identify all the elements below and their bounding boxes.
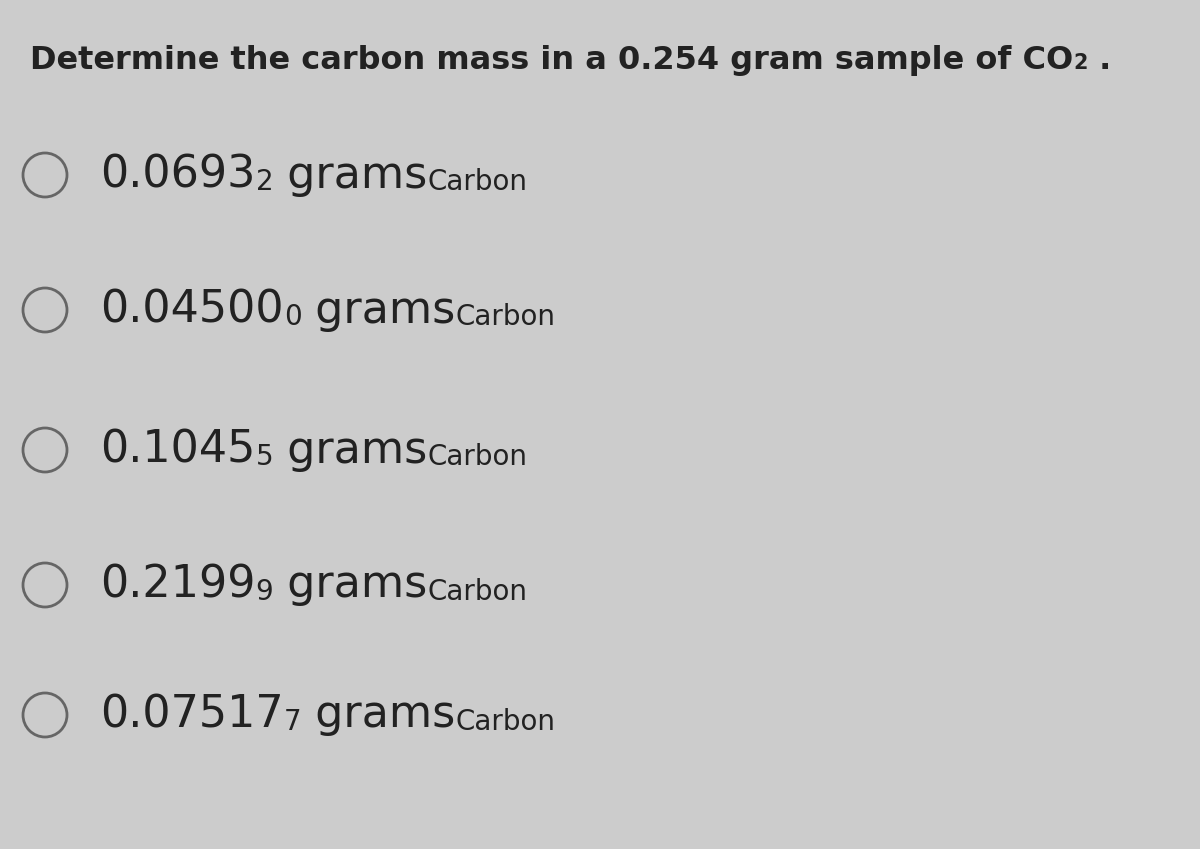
Text: 0: 0 — [283, 303, 301, 331]
Text: 0.1045: 0.1045 — [100, 429, 256, 471]
Text: grams: grams — [274, 429, 427, 471]
Text: grams: grams — [301, 289, 456, 331]
Text: Determine the carbon mass in a 0.254 gram sample of CO: Determine the carbon mass in a 0.254 gra… — [30, 45, 1073, 76]
Text: grams: grams — [301, 694, 456, 736]
Text: Carbon: Carbon — [456, 708, 556, 736]
Text: 0.04500: 0.04500 — [100, 289, 283, 331]
Text: Carbon: Carbon — [427, 168, 527, 196]
Text: grams: grams — [274, 154, 427, 196]
Text: 0.2199: 0.2199 — [100, 564, 256, 606]
Text: 2: 2 — [1073, 53, 1087, 73]
Text: 5: 5 — [256, 443, 274, 471]
Text: .: . — [1087, 45, 1111, 76]
Text: grams: grams — [274, 564, 427, 606]
Text: 2: 2 — [256, 168, 274, 196]
Text: Carbon: Carbon — [427, 578, 528, 606]
Text: Carbon: Carbon — [427, 443, 527, 471]
Text: Carbon: Carbon — [456, 303, 556, 331]
Text: 9: 9 — [256, 578, 274, 606]
Text: 0.07517: 0.07517 — [100, 694, 283, 736]
Text: 0.0693: 0.0693 — [100, 154, 256, 196]
Text: 7: 7 — [283, 708, 301, 736]
